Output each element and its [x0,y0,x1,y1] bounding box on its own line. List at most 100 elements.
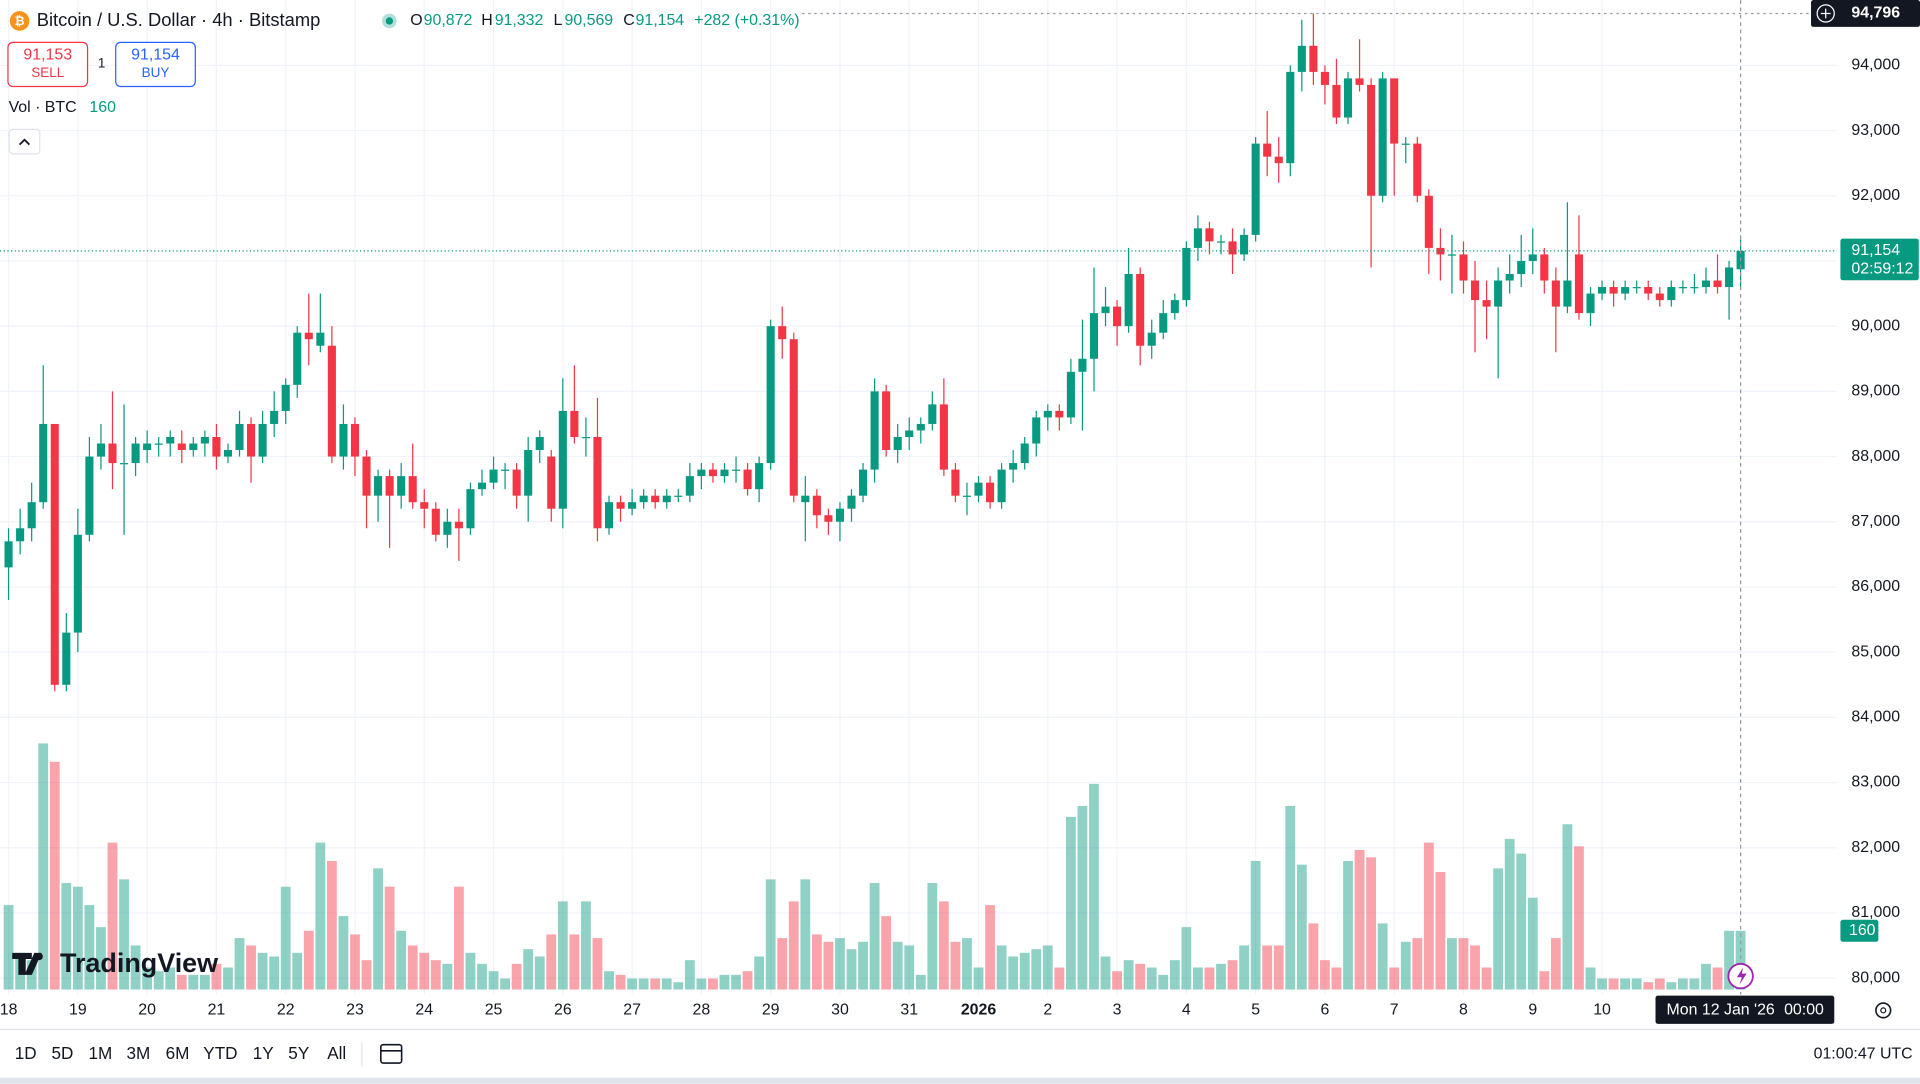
candle-body [512,469,521,496]
candle-body [1598,287,1607,294]
volume-bar [973,967,984,990]
x-tick-label: 23 [346,1002,364,1019]
grid [0,0,1837,995]
candle-body [1089,313,1099,359]
candle-body [1297,45,1306,72]
candle-body [1678,287,1687,289]
volume-bar [292,952,303,990]
x-tick-label: 24 [415,1002,433,1019]
candle-body [223,450,233,457]
range-button[interactable]: YTD [203,1043,237,1063]
volume-tag [1840,919,1879,942]
ohlc-key: O [410,12,422,29]
logo-text[interactable]: TradingView [60,948,218,978]
candle-body [1563,280,1572,307]
candle-body [16,528,25,542]
candle-body [431,508,440,535]
volume-bar [257,952,268,990]
volume-bar [1100,956,1111,990]
range-button[interactable]: 5D [51,1043,73,1063]
y-tick-label: 85,000 [1851,643,1900,660]
range-button[interactable]: 1Y [253,1043,275,1063]
collapse-button[interactable] [8,128,41,155]
volume-bar [1065,816,1076,990]
volume-bar [1666,982,1677,990]
sell-label: SELL [31,65,64,80]
candle-body [755,463,764,490]
calendar-icon[interactable] [380,1043,403,1064]
candle-body [1644,287,1653,294]
candle-body [258,423,267,457]
volume-bar [176,974,187,990]
range-button[interactable]: 5Y [288,1043,310,1063]
sell-price: 91,153 [23,46,72,63]
range-button[interactable]: 6M [166,1043,190,1063]
volume-bar [1724,930,1734,990]
range-button[interactable]: All [327,1043,346,1063]
candle-body [685,476,694,496]
candle-body [835,508,844,522]
x-tick-label: 25 [485,1002,503,1019]
candle-body [39,423,48,503]
candle-body [339,423,348,457]
volume-bar [1169,960,1180,990]
volume-bar [638,978,649,990]
clock[interactable]: 01:00:47 UTC [1814,1046,1913,1063]
candle-body [1690,287,1699,289]
volume-bar [84,905,95,990]
range-button[interactable]: 1M [89,1043,113,1063]
candle-body [870,391,879,470]
candle-body [189,443,198,451]
volume-bar [430,960,441,990]
volume-bar [1320,960,1330,990]
volume-bar [1550,938,1561,990]
range-buttons: 1D 5D 1M 3M 6M YTD 1Y 5Y All [15,1043,346,1063]
candle-body [720,469,729,477]
volume-bar [1527,897,1538,990]
buy-button[interactable] [115,41,196,88]
volume-bar [419,952,430,990]
volume-bar [811,934,822,990]
settings-icon[interactable] [1875,1002,1892,1019]
x-tick-label: 5 [1251,1002,1260,1019]
volume-bar [650,978,661,990]
candle-body [27,502,36,529]
volume-bar [3,905,14,990]
volume-bar [523,949,534,990]
candle-body [962,495,972,497]
volume-bar [1677,978,1688,990]
x-tick-label: 9 [1528,1002,1537,1019]
candle-body [1540,254,1549,281]
candle-body [893,436,902,451]
volume-bar [1343,860,1353,990]
crosshair-date: Mon 12 Jan '26 [1667,1002,1775,1019]
x-tick-label: 20 [138,1002,156,1019]
volume-bar [1493,868,1504,990]
range-button[interactable]: 1D [15,1043,37,1063]
volume-bar [442,963,453,990]
candle-body [420,502,429,509]
volume-bar [950,941,961,990]
volume-bar [788,901,799,990]
y-tick-label: 86,000 [1851,578,1900,595]
range-button[interactable]: 3M [126,1043,150,1063]
sell-button[interactable] [7,41,89,88]
quantity[interactable]: 1 [98,55,105,70]
symbol-title[interactable]: Bitcoin / U.S. Dollar · 4h · Bitstamp [37,9,321,30]
volume-bar [927,883,938,990]
volume-bar [1193,967,1203,990]
volume-bar [1273,945,1284,990]
add-icon[interactable] [1816,4,1835,23]
volume-bar [49,761,60,990]
candle-body [1228,241,1237,255]
candle-body [1667,287,1676,301]
candle-body [1655,293,1664,301]
calendar-frame [380,1043,403,1064]
buy-label: BUY [142,65,170,80]
candle-body [824,515,833,522]
volume-bar [338,916,349,990]
x-tick-label: 7 [1390,1002,1399,1019]
crosshair-date-tag [1655,995,1835,1024]
volume-bar [199,974,210,990]
volume-bar [708,978,718,990]
